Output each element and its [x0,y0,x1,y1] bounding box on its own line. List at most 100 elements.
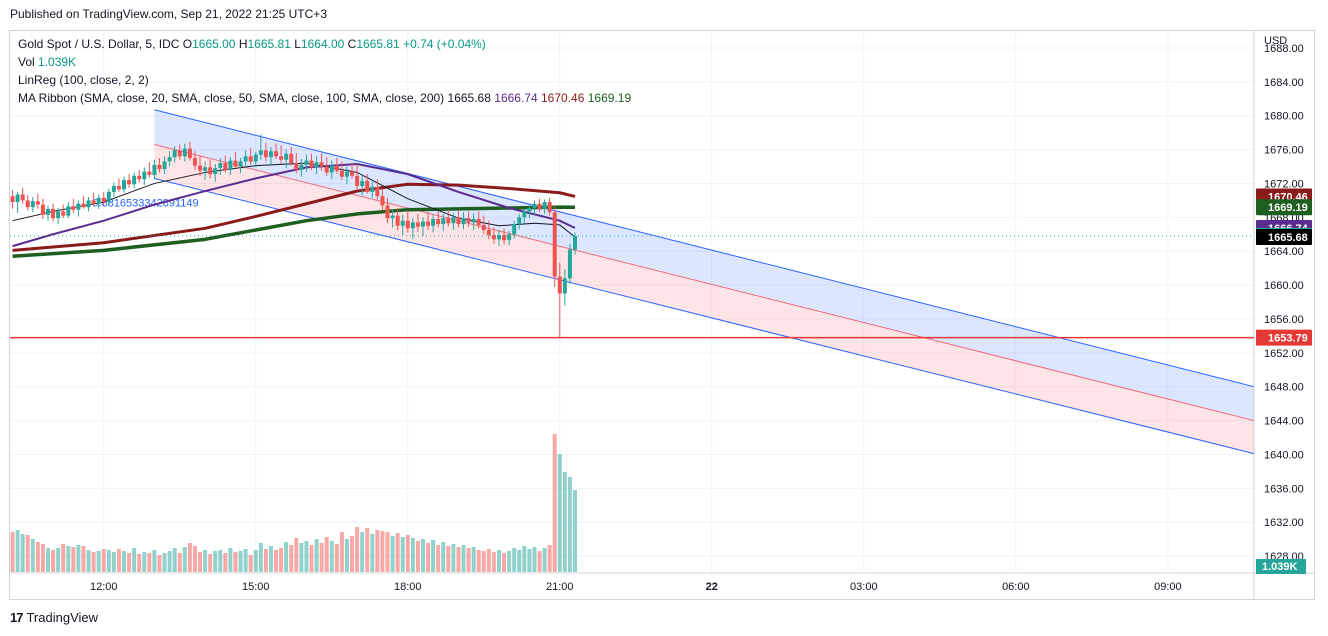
volume-bar [177,553,182,572]
volume-bar [370,534,375,572]
volume-bar [522,546,527,572]
volume-bar [390,536,395,572]
volume-bar [304,541,309,572]
candle-body [426,221,431,226]
candle-body [496,235,501,240]
candle-body [400,220,405,226]
volume-bar [481,551,486,572]
volume-bar [527,549,532,572]
volume-bar [81,546,86,572]
open-label: O [182,37,193,51]
volume-bar [334,544,339,572]
volume-bar [142,552,147,572]
linreg-upper-line [154,109,1255,388]
candle-body [111,185,116,192]
candle-body [547,202,552,213]
volume-bar [192,546,197,572]
price-badge-text: 1665.68 [1268,232,1308,244]
volume-bar [101,549,106,572]
volume-bar [61,544,66,572]
volume-bar [410,538,415,572]
brand-name: TradingView [26,610,99,625]
volume-bar [137,554,142,572]
high-value: 1665.81 [247,37,291,51]
volume-bar [253,550,258,572]
candle-body [46,208,51,215]
candle-body [15,194,20,203]
time-tick-label: 22 [706,581,718,593]
candle-body [355,175,360,186]
legend-ma-ribbon-row[interactable]: MA Ribbon (SMA, close, 20, SMA, close, 5… [18,89,631,107]
candle-body [334,165,339,171]
candle-body [517,217,522,225]
volume-bar [56,548,61,572]
price-badge [1256,329,1312,346]
volume-bar [25,535,30,572]
candle-body [116,185,121,190]
volume-bar [182,547,187,572]
volume-bar [187,543,192,572]
volume-bar [344,539,349,572]
candle-body [86,200,91,208]
candle-body [512,224,517,235]
ma-ribbon-label: MA Ribbon (SMA, close, 20, SMA, close, 5… [18,91,445,105]
candle-body [471,219,476,223]
candle-body [466,218,471,223]
volume-bar [157,555,162,572]
candle-body [192,158,197,166]
candle-body [350,171,355,176]
candle-body [567,249,572,279]
price-tick-label: 1648.00 [1264,382,1304,394]
volume-bar [71,547,76,572]
candle-body [274,151,279,157]
volume-bar [456,547,461,572]
legend-linreg-row[interactable]: LinReg (100, close, 2, 2) [18,71,631,89]
volume-bar [289,545,294,572]
vol-label: Vol [18,55,35,69]
footer-brand[interactable]: 17 TradingView [10,610,98,625]
volume-bar [299,543,304,572]
candle-body [329,165,334,173]
candle-body [557,276,562,294]
candle-body [218,163,223,169]
ma100-value: 1670.46 [541,91,585,105]
volume-bar [213,551,218,572]
volume-bar [132,548,137,572]
price-badge [1256,228,1312,245]
price-tick-label: 1632.00 [1264,517,1304,529]
candle-body [198,165,203,171]
candle-body [56,211,61,219]
volume-bar [365,528,370,572]
volume-bar [471,547,476,572]
volume-bar [20,534,25,572]
candle-body [415,222,420,227]
legend-volume-row[interactable]: Vol 1.039K [18,53,631,71]
candle-body [476,219,481,225]
candle-body [309,160,314,168]
candle-body [552,212,557,277]
volume-bar [461,545,466,572]
volume-bar [491,552,496,572]
candle-body [365,180,370,192]
low-label: L [294,37,301,51]
candle-body [172,150,177,158]
volume-bar [532,547,537,572]
candle-body [268,151,273,158]
time-tick-label: 18:00 [394,581,422,593]
volume-bar [507,551,512,572]
time-tick-label: 15:00 [242,581,270,593]
open-value: 1665.00 [192,37,236,51]
volume-bar [314,539,319,572]
volume-bar [258,543,263,572]
candle-body [10,196,15,203]
legend-symbol-row[interactable]: Gold Spot / U.S. Dollar, 5, IDC O1665.00… [18,35,631,53]
volume-bar [162,553,167,572]
price-tick-label: 1660.00 [1264,280,1304,292]
candle-body [122,180,127,190]
symbol-name[interactable]: Gold Spot / U.S. Dollar, 5, IDC [18,37,180,51]
candle-body [25,200,30,208]
volume-bar [284,542,289,572]
candle-body [258,150,263,155]
volume-bar [35,542,40,572]
